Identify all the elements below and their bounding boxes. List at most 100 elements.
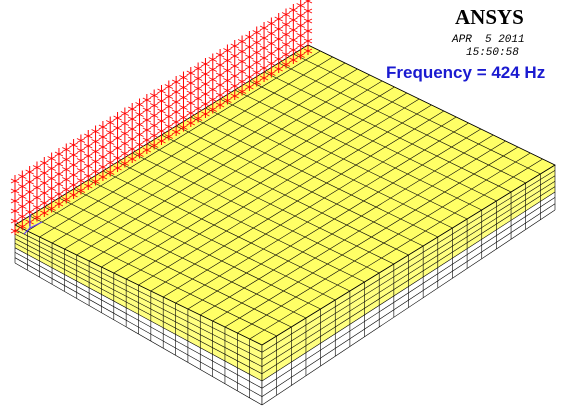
constraint-mark bbox=[252, 30, 261, 35]
constraint-mark bbox=[259, 45, 269, 51]
constraint-mark bbox=[32, 185, 42, 190]
grid-line bbox=[219, 98, 468, 220]
constraint-mark bbox=[106, 130, 115, 135]
constraint-mark bbox=[76, 158, 86, 163]
constraint-mark bbox=[157, 98, 166, 104]
constraint-mark bbox=[230, 73, 239, 79]
constraint-mark bbox=[303, 48, 313, 54]
constraint-mark bbox=[223, 98, 232, 103]
constraint-mark bbox=[267, 41, 276, 46]
constraint-mark bbox=[274, 26, 283, 32]
constraint-mark bbox=[289, 47, 298, 53]
constraint-mark bbox=[171, 109, 181, 115]
constraint-mark bbox=[179, 125, 188, 130]
constraint-mark bbox=[223, 48, 232, 53]
constraint-mark bbox=[69, 162, 78, 168]
constraint-mark bbox=[149, 93, 159, 98]
constraint-mark bbox=[215, 102, 225, 108]
constraint-mark bbox=[164, 104, 174, 109]
constraint-mark bbox=[281, 32, 291, 37]
grid-line bbox=[278, 62, 526, 184]
constraint-mark bbox=[98, 154, 108, 160]
constraint-mark bbox=[98, 174, 108, 180]
constraint-mark bbox=[274, 46, 283, 52]
constraint-mark bbox=[91, 139, 100, 144]
constraint-mark bbox=[179, 105, 188, 110]
constraint-mark bbox=[186, 120, 195, 126]
constraint-mark bbox=[98, 164, 108, 170]
constraint-mark bbox=[237, 59, 247, 64]
constraint-mark bbox=[54, 161, 64, 167]
constraint-mark bbox=[91, 159, 100, 164]
constraint-mark bbox=[120, 121, 130, 126]
constraint-mark bbox=[40, 180, 49, 186]
constraint-mark bbox=[18, 174, 27, 179]
constraint-mark bbox=[201, 111, 210, 117]
constraint-mark bbox=[10, 178, 20, 184]
grid-line bbox=[307, 44, 556, 166]
constraint-mark bbox=[10, 208, 20, 214]
constraint-mark bbox=[40, 160, 49, 166]
constraints bbox=[10, 0, 313, 235]
constraint-mark bbox=[32, 175, 42, 180]
constraint-mark bbox=[289, 27, 298, 33]
constraint-mark bbox=[10, 198, 20, 204]
constraint-mark bbox=[230, 53, 239, 59]
constraint-mark bbox=[281, 42, 291, 47]
constraint-mark bbox=[113, 165, 122, 171]
constraint-mark bbox=[47, 176, 56, 181]
constraint-mark bbox=[40, 190, 49, 196]
constraint-mark bbox=[84, 173, 93, 179]
constraint-mark bbox=[303, 38, 313, 44]
constraint-mark bbox=[252, 40, 261, 45]
constraint-mark bbox=[171, 119, 181, 125]
grid-line bbox=[176, 125, 424, 247]
constraint-mark bbox=[62, 147, 71, 152]
constraint-mark bbox=[62, 157, 71, 162]
constraint-mark bbox=[289, 7, 298, 13]
constraint-mark bbox=[47, 196, 56, 201]
constraint-mark bbox=[164, 84, 174, 89]
constraint-mark bbox=[113, 155, 122, 161]
constraint-mark bbox=[76, 188, 86, 193]
constraint-mark bbox=[179, 95, 188, 100]
constraint-mark bbox=[296, 3, 305, 8]
constraint-mark bbox=[230, 63, 239, 69]
constraint-mark bbox=[259, 35, 269, 41]
constraint-mark bbox=[193, 66, 203, 71]
constraint-mark bbox=[18, 194, 27, 199]
constraint-mark bbox=[10, 228, 20, 234]
grid-line bbox=[263, 71, 512, 193]
constraint-mark bbox=[113, 115, 122, 121]
constraint-mark bbox=[267, 61, 276, 66]
grid-line bbox=[175, 122, 469, 304]
constraint-mark bbox=[69, 192, 78, 198]
constraint-mark bbox=[25, 179, 34, 185]
constraint-mark bbox=[106, 120, 115, 125]
constraint-mark bbox=[149, 103, 159, 108]
constraint-mark bbox=[32, 195, 42, 200]
constraint-mark bbox=[149, 143, 159, 148]
constraint-mark bbox=[142, 117, 152, 123]
constraint-mark bbox=[186, 100, 195, 106]
constraint-mark bbox=[179, 115, 188, 120]
constraint-mark bbox=[69, 142, 78, 148]
constraint-mark bbox=[25, 209, 34, 215]
constraint-mark bbox=[164, 124, 174, 129]
constraint-mark bbox=[208, 87, 217, 92]
constraint-mark bbox=[230, 93, 239, 99]
constraint-mark bbox=[149, 123, 159, 128]
constraint-mark bbox=[113, 135, 122, 141]
constraint-mark bbox=[259, 65, 269, 71]
constraint-mark bbox=[10, 218, 20, 224]
constraint-mark bbox=[135, 152, 144, 157]
constraint-mark bbox=[296, 43, 305, 48]
constraint-mark bbox=[69, 152, 78, 158]
constraint-mark bbox=[135, 112, 144, 117]
constraint-mark bbox=[135, 132, 144, 137]
constraint-mark bbox=[179, 75, 188, 80]
constraint-mark bbox=[237, 49, 247, 54]
constraint-mark bbox=[18, 204, 27, 209]
constraint-mark bbox=[128, 156, 137, 162]
constraint-mark bbox=[98, 124, 108, 130]
